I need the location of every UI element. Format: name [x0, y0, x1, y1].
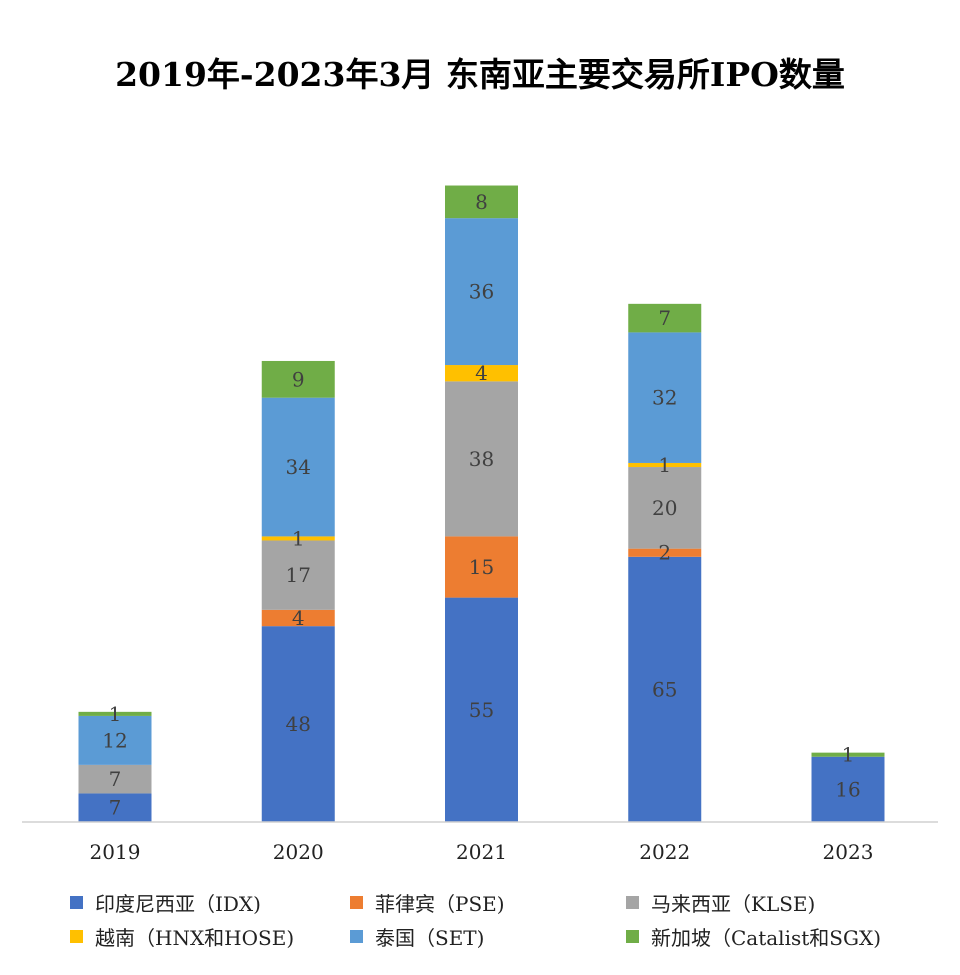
legend-item: 马来西亚（KLSE)	[626, 888, 815, 917]
bar-segment	[628, 303, 702, 333]
legend-item: 菲律宾（PSE)	[350, 888, 505, 917]
data-label: 34	[286, 455, 311, 479]
labels-layer: 7712120194841713492020551538436820216522…	[90, 190, 874, 864]
bar-segment	[261, 626, 335, 822]
legend-item: 印度尼西亚（IDX)	[70, 888, 261, 917]
bar-segment	[445, 597, 518, 822]
data-label: 1	[109, 702, 122, 726]
legend-label: 菲律宾（PSE)	[375, 892, 505, 916]
bar-segment	[445, 185, 518, 219]
chart-title: 2019年-2023年3月 东南亚主要交易所IPO数量	[115, 55, 845, 94]
data-label: 1	[842, 743, 855, 767]
bar-segment	[261, 536, 335, 541]
data-label: 36	[469, 280, 494, 304]
bar-segment	[628, 332, 702, 463]
data-label: 7	[109, 767, 122, 791]
bar-segment	[445, 218, 518, 366]
legend-swatch	[70, 896, 83, 909]
bar-segment	[628, 462, 702, 468]
data-label: 65	[652, 677, 677, 701]
legend-item: 新加坡（Catalist和SGX)	[626, 922, 881, 951]
data-label: 4	[475, 361, 488, 385]
data-label: 1	[658, 453, 671, 477]
bars-layer	[78, 185, 885, 822]
x-tick-label: 2019	[90, 840, 141, 864]
data-label: 7	[109, 796, 122, 820]
legend-label: 马来西亚（KLSE)	[651, 892, 816, 916]
legend-label: 印度尼西亚（IDX)	[95, 892, 261, 916]
bar-segment	[811, 752, 885, 757]
bar-segment	[78, 764, 152, 794]
bar-segment	[445, 365, 518, 382]
bar-segment	[261, 540, 335, 610]
data-label: 32	[652, 386, 677, 410]
data-label: 55	[469, 698, 494, 722]
data-label: 4	[292, 606, 305, 630]
legend-swatch	[70, 930, 83, 943]
bar-segment	[78, 711, 152, 716]
legend-swatch	[350, 896, 363, 909]
data-label: 38	[469, 447, 494, 471]
legend-label: 越南（HNX和HOSE)	[95, 926, 295, 950]
bar-segment	[628, 556, 702, 822]
data-label: 16	[835, 777, 860, 801]
bar-segment	[445, 381, 518, 537]
data-label: 8	[475, 190, 488, 214]
data-label: 2	[658, 541, 671, 565]
legend-item: 越南（HNX和HOSE)	[70, 922, 294, 951]
bar-segment	[261, 397, 335, 537]
x-tick-label: 2022	[639, 840, 690, 864]
bar-segment	[445, 536, 518, 598]
x-tick-label: 2023	[823, 840, 874, 864]
legend-swatch	[626, 896, 639, 909]
bar-segment	[78, 793, 152, 822]
bar-segment	[261, 360, 335, 398]
bar-segment	[628, 548, 702, 557]
data-label: 1	[292, 526, 305, 550]
data-label: 9	[292, 367, 305, 391]
data-label: 12	[102, 728, 127, 752]
legend-swatch	[626, 930, 639, 943]
x-tick-label: 2021	[456, 840, 507, 864]
legend-label: 新加坡（Catalist和SGX)	[651, 926, 881, 950]
bar-segment	[261, 609, 335, 627]
data-label: 20	[652, 496, 677, 520]
bar-segment	[628, 467, 702, 549]
data-label: 7	[658, 306, 671, 330]
data-label: 48	[286, 712, 311, 736]
legend-item: 泰国（SET)	[350, 922, 484, 951]
x-tick-label: 2020	[273, 840, 324, 864]
data-label: 17	[286, 563, 311, 587]
bar-segment	[811, 756, 885, 822]
legend-swatch	[350, 930, 363, 943]
legend-label: 泰国（SET)	[375, 926, 485, 950]
bar-segment	[78, 715, 152, 765]
data-label: 15	[469, 555, 494, 579]
